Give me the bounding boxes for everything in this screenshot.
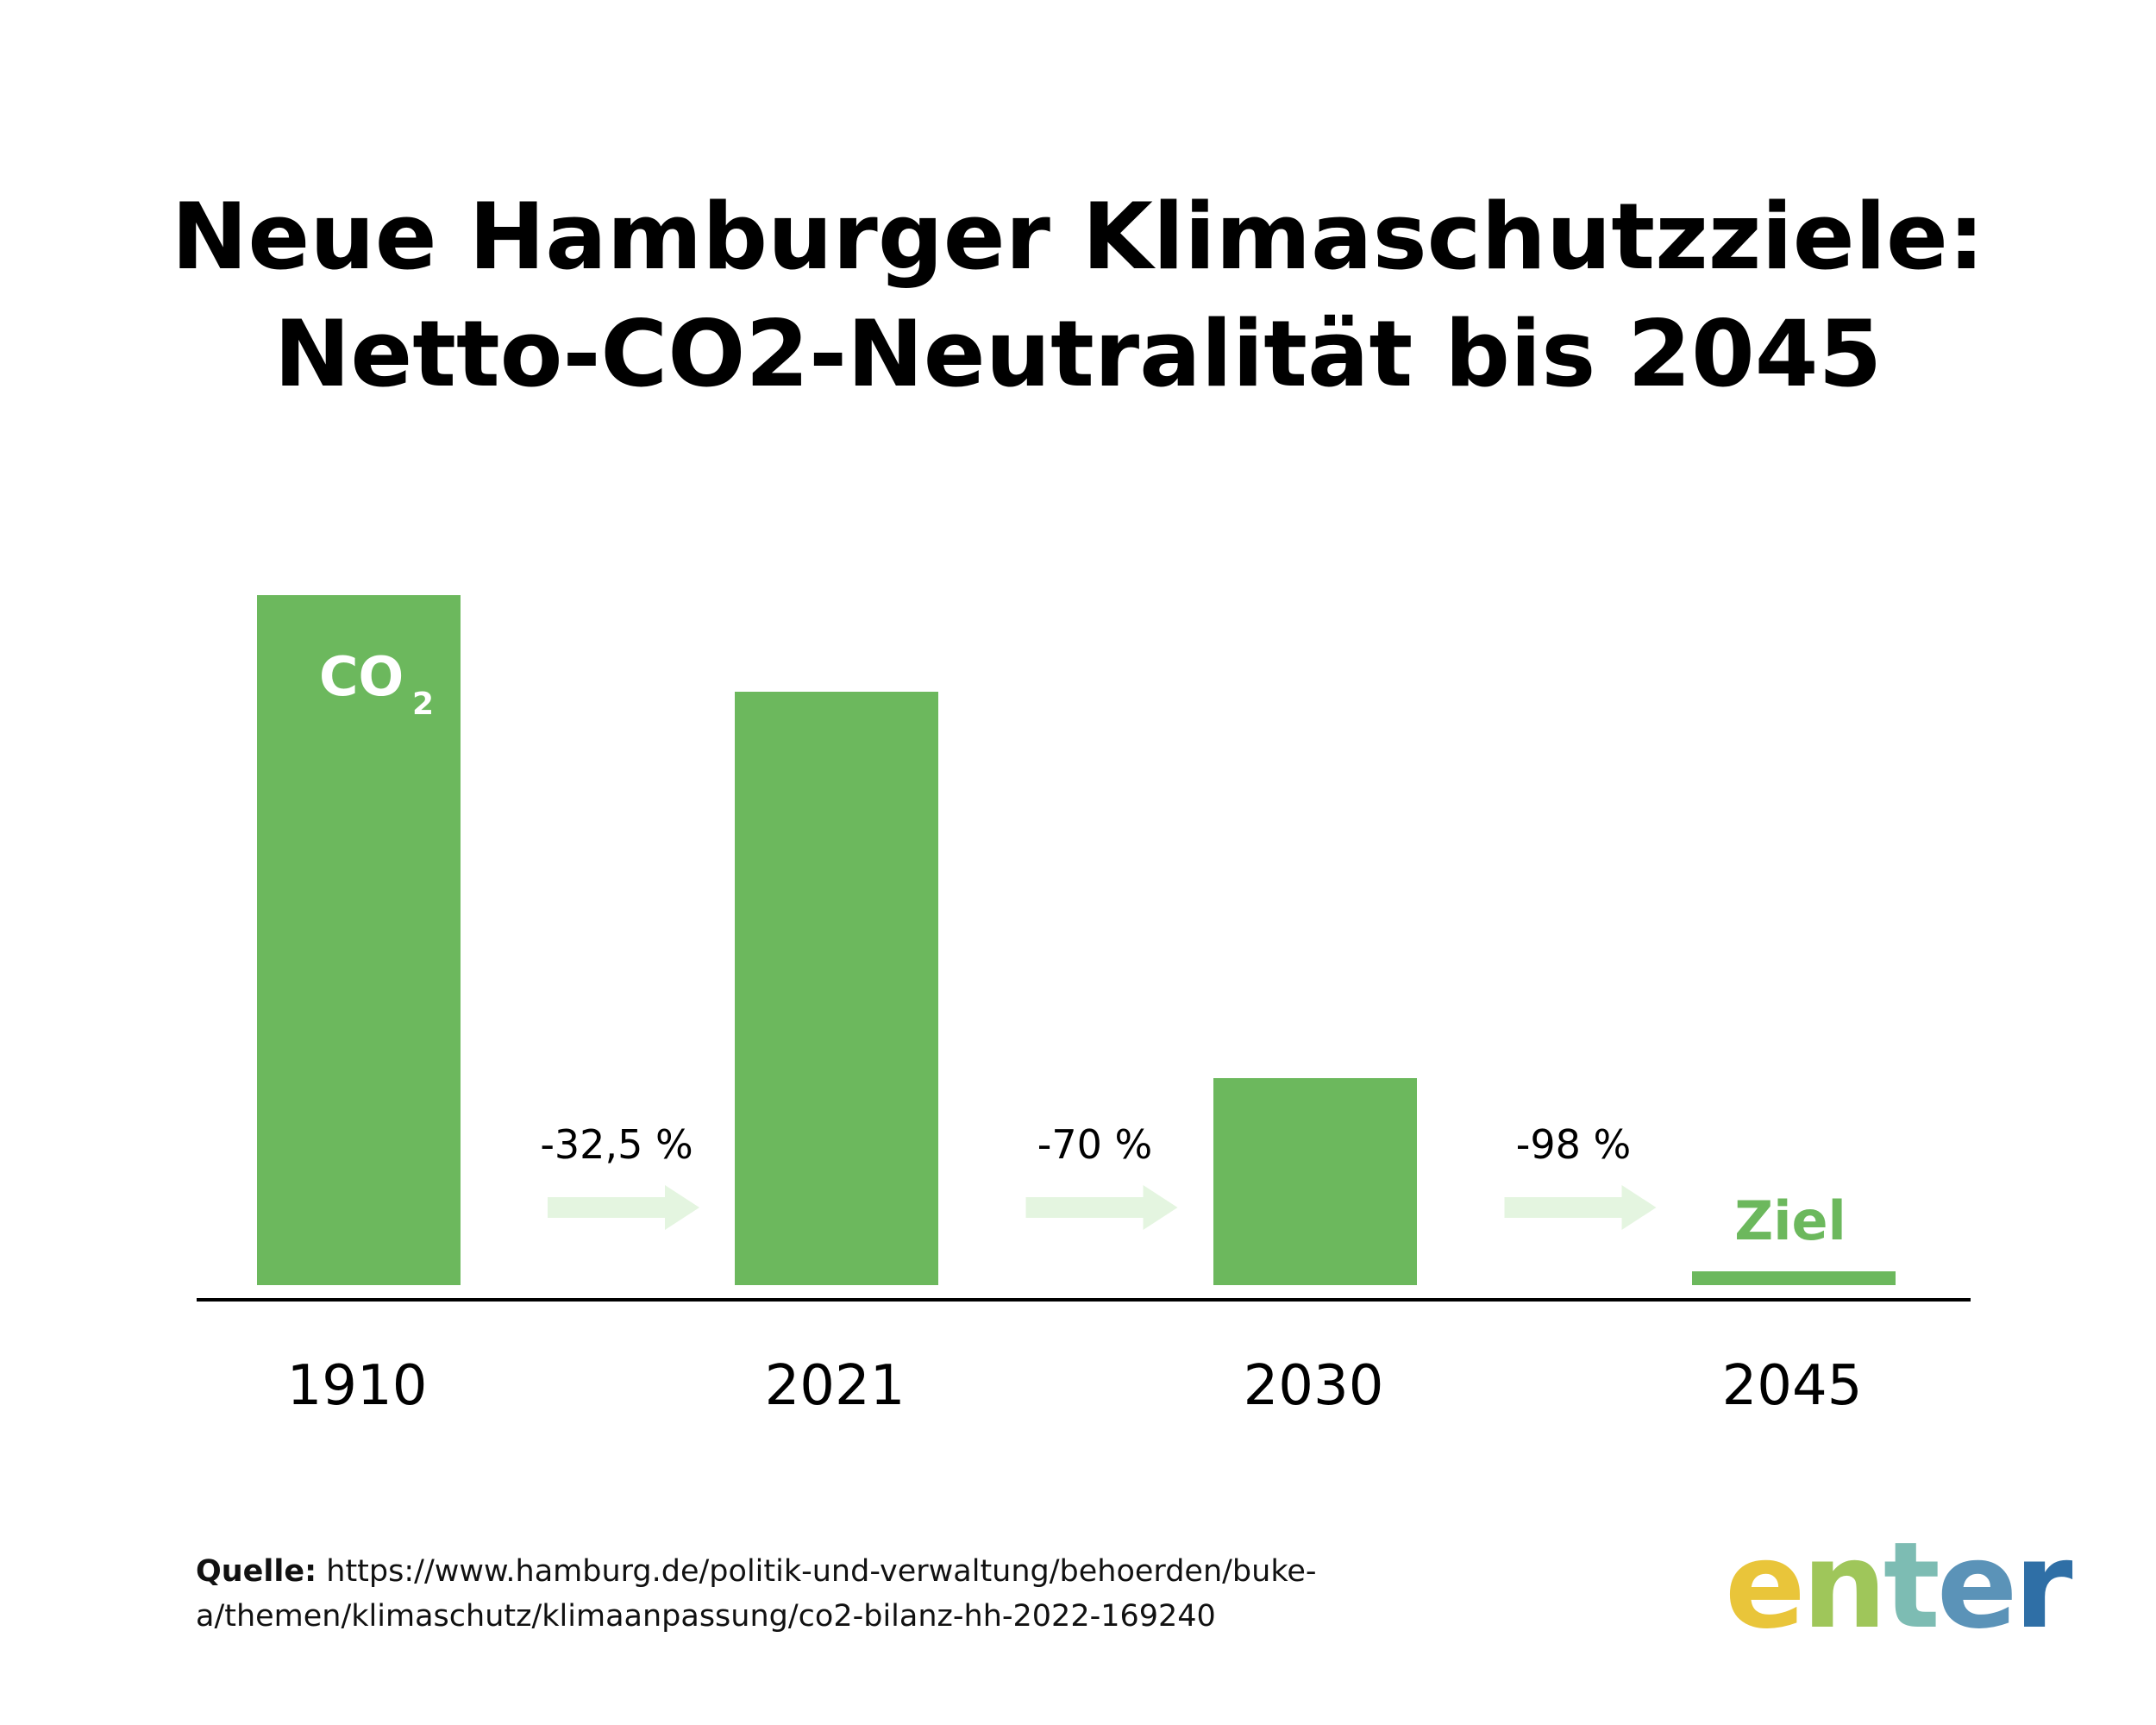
bar-2045 bbox=[1692, 1271, 1896, 1285]
enter-logo: enter bbox=[1725, 1516, 2073, 1655]
x-tick-label-2045: 2045 bbox=[1722, 1354, 1863, 1418]
change-label-3: -98 % bbox=[1516, 1121, 1631, 1168]
x-tick-label-2030: 2030 bbox=[1244, 1354, 1384, 1418]
bar-2021 bbox=[735, 692, 938, 1285]
logo-letter: e bbox=[1725, 1516, 1806, 1655]
logo-letter: r bbox=[2014, 1516, 2072, 1655]
source-note: Quelle: https://www.hamburg.de/politik-u… bbox=[196, 1549, 1489, 1639]
bar-2030 bbox=[1213, 1078, 1417, 1285]
chart: 1910 2021 2030 2045 CO 2 Ziel -32,5 % -70 % -98 % bbox=[197, 595, 1971, 1418]
chart-title-line1: Neue Hamburger Klimaschutzziele: bbox=[171, 184, 1985, 290]
x-tick-label-2021: 2021 bbox=[765, 1354, 906, 1418]
change-arrow-3 bbox=[1504, 1185, 1657, 1230]
target-label: Ziel bbox=[1734, 1189, 1846, 1252]
co2-bar-label-subscript: 2 bbox=[412, 687, 434, 722]
source-url-line1[interactable]: https://www.hamburg.de/politik-und-verwa… bbox=[326, 1554, 1317, 1589]
change-label-1: -32,5 % bbox=[540, 1121, 693, 1168]
bar-1910 bbox=[257, 595, 461, 1285]
logo-letter: e bbox=[1936, 1516, 2018, 1655]
change-arrow-2 bbox=[1025, 1185, 1178, 1230]
change-label-2: -70 % bbox=[1037, 1121, 1152, 1168]
x-tick-label-1910: 1910 bbox=[287, 1354, 428, 1418]
source-label: Quelle: bbox=[196, 1554, 317, 1589]
co2-bar-label: CO bbox=[319, 645, 404, 708]
logo-letter: t bbox=[1883, 1516, 1940, 1655]
change-arrow-1 bbox=[548, 1185, 699, 1230]
chart-title-line2: Netto-CO2-Neutralität bis 2045 bbox=[273, 301, 1883, 407]
logo-letter: n bbox=[1802, 1516, 1887, 1655]
source-url-line2[interactable]: a/themen/klimaschutz/klimaanpassung/co2-… bbox=[196, 1599, 1216, 1634]
